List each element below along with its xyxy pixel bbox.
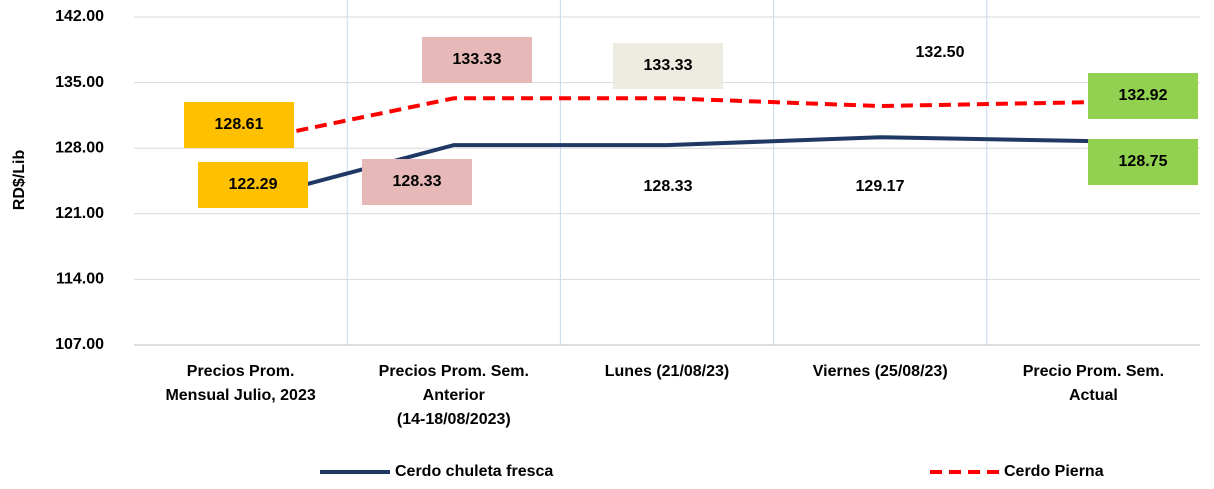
label-box (198, 162, 308, 208)
data-label: 128.75 (1119, 153, 1168, 170)
label-box (184, 102, 294, 148)
series-line (240, 96, 1094, 145)
label-box (362, 159, 472, 205)
data-label: 132.92 (1119, 87, 1168, 104)
x-tick-label: Precios Prom. Mensual Julio, 2023 (165, 363, 316, 404)
y-tick-label: 128.00 (55, 139, 104, 156)
legend-label: Cerdo Pierna (1004, 463, 1104, 480)
data-label: 128.33 (393, 173, 442, 190)
y-tick-label: 107.00 (55, 336, 104, 353)
y-axis-label: RD$/Lib (11, 150, 28, 211)
y-tick-label: 142.00 (55, 8, 104, 25)
data-label: 132.50 (916, 44, 965, 61)
data-label: 128.61 (215, 116, 264, 133)
data-label: 133.33 (453, 51, 502, 68)
x-tick-label: Precio Prom. Sem. Actual (1022, 363, 1165, 404)
y-tick-label: 114.00 (56, 271, 104, 288)
legend-label: Cerdo chuleta fresca (395, 463, 553, 480)
label-box (1088, 139, 1198, 185)
data-label: 122.29 (229, 176, 278, 193)
label-box (422, 37, 532, 83)
x-tick-label: Lunes (21/08/23) (604, 363, 730, 380)
x-tick-label: Precios Prom. Sem. Anterior (14-18/08/20… (378, 363, 529, 428)
y-tick-label: 121.00 (55, 205, 104, 222)
label-box (1088, 73, 1198, 119)
data-label: 133.33 (644, 57, 693, 74)
data-label: 128.33 (644, 178, 693, 195)
x-tick-label: Viernes (25/08/23) (812, 363, 948, 380)
y-tick-label: 135.00 (55, 74, 104, 91)
data-label: 129.17 (856, 178, 905, 195)
label-box (613, 43, 723, 89)
